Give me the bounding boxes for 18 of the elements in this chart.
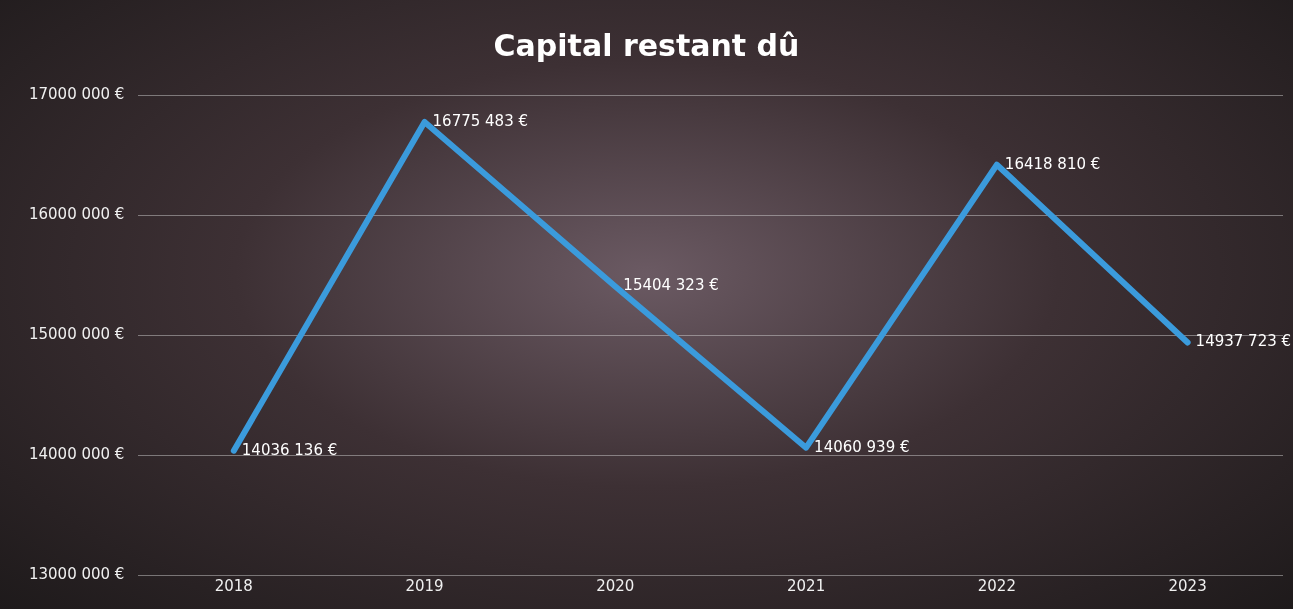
y-tick-label: 17000 000 € — [28, 84, 125, 103]
x-tick-label: 2020 — [596, 576, 635, 595]
x-tick-label: 2023 — [1168, 576, 1207, 595]
data-label: 14060 939 € — [814, 437, 910, 456]
data-label: 14036 136 € — [241, 440, 338, 459]
data-label: 15404 323 € — [623, 276, 719, 295]
chart-title: Capital restant dû — [492, 28, 801, 63]
y-tick-label: 14000 000 € — [28, 444, 125, 463]
x-tick-label: 2018 — [214, 576, 253, 595]
y-tick-label: 16000 000 € — [28, 204, 125, 223]
x-tick-label: 2021 — [787, 576, 826, 595]
data-label: 14937 723 € — [1195, 332, 1292, 351]
data-label: 16775 483 € — [432, 111, 529, 130]
y-tick-label: 13000 000 € — [28, 564, 125, 583]
x-tick-label: 2022 — [977, 576, 1016, 595]
data-label: 16418 810 € — [1004, 154, 1101, 173]
x-tick-label: 2019 — [405, 576, 444, 595]
y-tick-label: 15000 000 € — [28, 324, 125, 343]
